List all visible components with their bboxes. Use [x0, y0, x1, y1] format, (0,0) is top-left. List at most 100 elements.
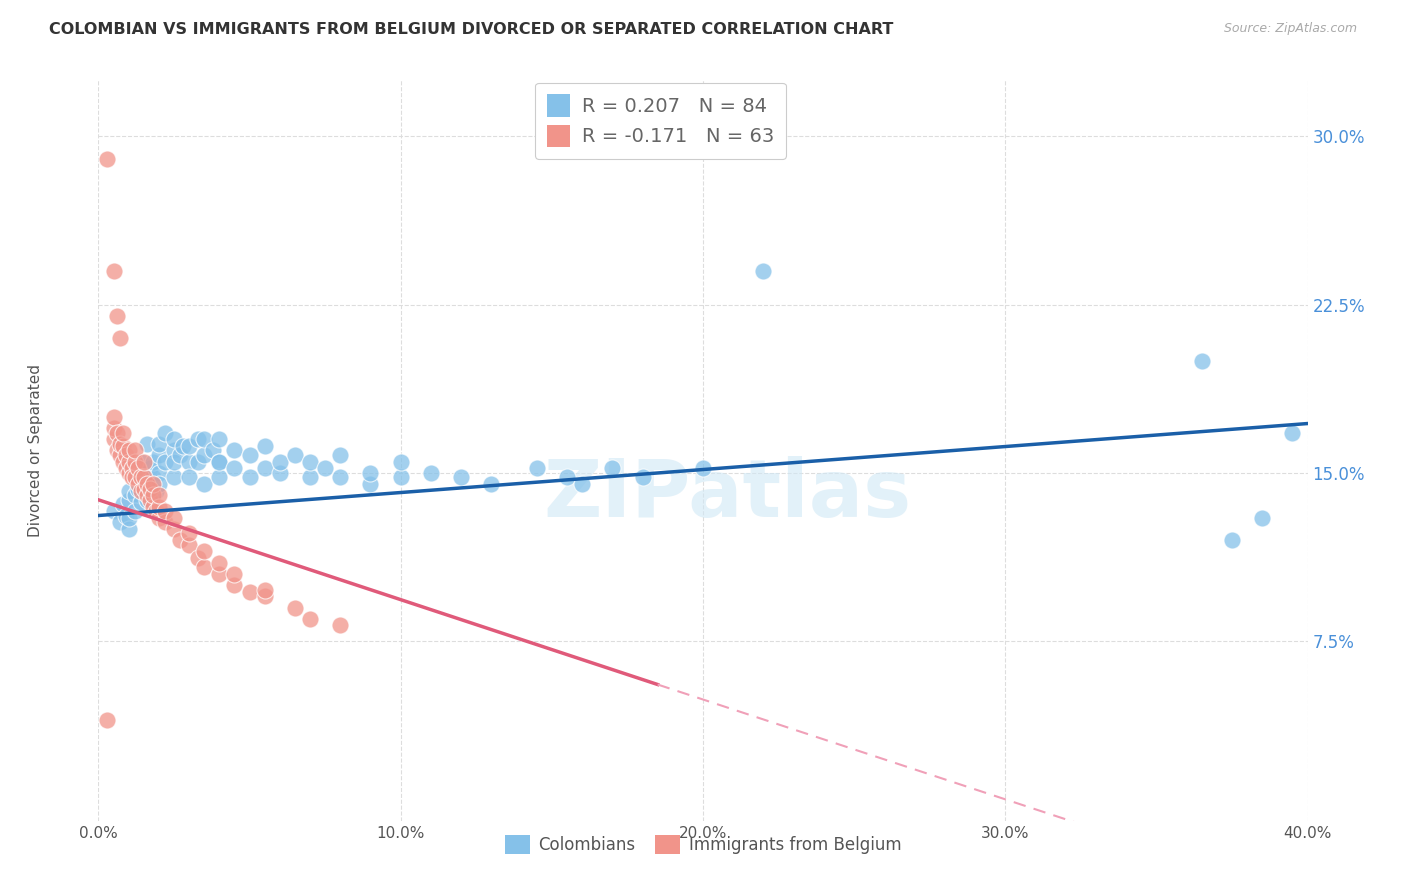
Point — [329, 618, 352, 632]
Point — [253, 589, 276, 603]
Point — [142, 455, 165, 469]
Point — [148, 500, 170, 514]
Point — [555, 470, 578, 484]
Point — [111, 455, 134, 469]
Point — [631, 470, 654, 484]
Point — [118, 455, 141, 469]
Point — [187, 551, 209, 566]
Point — [139, 492, 162, 507]
Point — [193, 544, 215, 558]
Point — [179, 470, 201, 484]
Point — [105, 443, 128, 458]
Point — [111, 425, 134, 440]
Point — [129, 495, 152, 509]
Point — [124, 488, 146, 502]
Point — [1191, 353, 1213, 368]
Point — [1251, 510, 1274, 524]
Point — [139, 482, 162, 496]
Point — [124, 504, 146, 518]
Point — [179, 439, 201, 453]
Point — [153, 455, 176, 469]
Point — [103, 409, 125, 424]
Point — [329, 448, 352, 462]
Point — [135, 436, 157, 450]
Point — [135, 492, 157, 507]
Point — [132, 482, 155, 496]
Point — [153, 425, 176, 440]
Point — [118, 483, 141, 498]
Point — [163, 510, 186, 524]
Point — [1220, 533, 1243, 548]
Point — [127, 482, 149, 496]
Point — [148, 466, 170, 480]
Y-axis label: Divorced or Separated: Divorced or Separated — [28, 364, 42, 537]
Point — [108, 515, 131, 529]
Point — [132, 466, 155, 480]
Point — [127, 477, 149, 491]
Legend: Colombians, Immigrants from Belgium: Colombians, Immigrants from Belgium — [498, 828, 908, 861]
Point — [129, 455, 152, 469]
Point — [299, 455, 322, 469]
Point — [124, 443, 146, 458]
Point — [253, 461, 276, 475]
Point — [142, 500, 165, 514]
Point — [193, 477, 215, 491]
Point — [108, 436, 131, 450]
Point — [420, 466, 443, 480]
Point — [121, 461, 143, 475]
Point — [139, 461, 162, 475]
Point — [224, 443, 246, 458]
Point — [163, 432, 186, 446]
Point — [129, 483, 152, 498]
Point — [450, 470, 472, 484]
Point — [121, 470, 143, 484]
Point — [132, 470, 155, 484]
Point — [1281, 425, 1303, 440]
Point — [187, 455, 209, 469]
Point — [314, 461, 336, 475]
Point — [253, 439, 276, 453]
Point — [145, 483, 167, 498]
Point — [208, 556, 231, 570]
Point — [114, 448, 136, 462]
Point — [389, 470, 412, 484]
Point — [105, 425, 128, 440]
Point — [208, 566, 231, 581]
Point — [103, 432, 125, 446]
Point — [284, 448, 307, 462]
Point — [163, 522, 186, 536]
Text: COLOMBIAN VS IMMIGRANTS FROM BELGIUM DIVORCED OR SEPARATED CORRELATION CHART: COLOMBIAN VS IMMIGRANTS FROM BELGIUM DIV… — [49, 22, 894, 37]
Point — [127, 470, 149, 484]
Point — [153, 504, 176, 518]
Point — [224, 461, 246, 475]
Point — [481, 477, 503, 491]
Point — [139, 477, 162, 491]
Point — [118, 510, 141, 524]
Point — [239, 448, 262, 462]
Point — [208, 455, 231, 469]
Point — [360, 477, 382, 491]
Point — [179, 455, 201, 469]
Point — [269, 455, 291, 469]
Text: Source: ZipAtlas.com: Source: ZipAtlas.com — [1223, 22, 1357, 36]
Point — [124, 455, 146, 469]
Point — [187, 432, 209, 446]
Point — [208, 470, 231, 484]
Point — [299, 470, 322, 484]
Point — [148, 448, 170, 462]
Point — [142, 477, 165, 491]
Point — [132, 455, 155, 469]
Point — [193, 432, 215, 446]
Point — [142, 488, 165, 502]
Point — [132, 482, 155, 496]
Point — [389, 455, 412, 469]
Point — [103, 264, 125, 278]
Point — [129, 470, 152, 484]
Point — [135, 488, 157, 502]
Text: ZIPatlas: ZIPatlas — [543, 456, 911, 534]
Point — [571, 477, 593, 491]
Point — [96, 152, 118, 166]
Point — [118, 466, 141, 480]
Point — [269, 466, 291, 480]
Point — [145, 504, 167, 518]
